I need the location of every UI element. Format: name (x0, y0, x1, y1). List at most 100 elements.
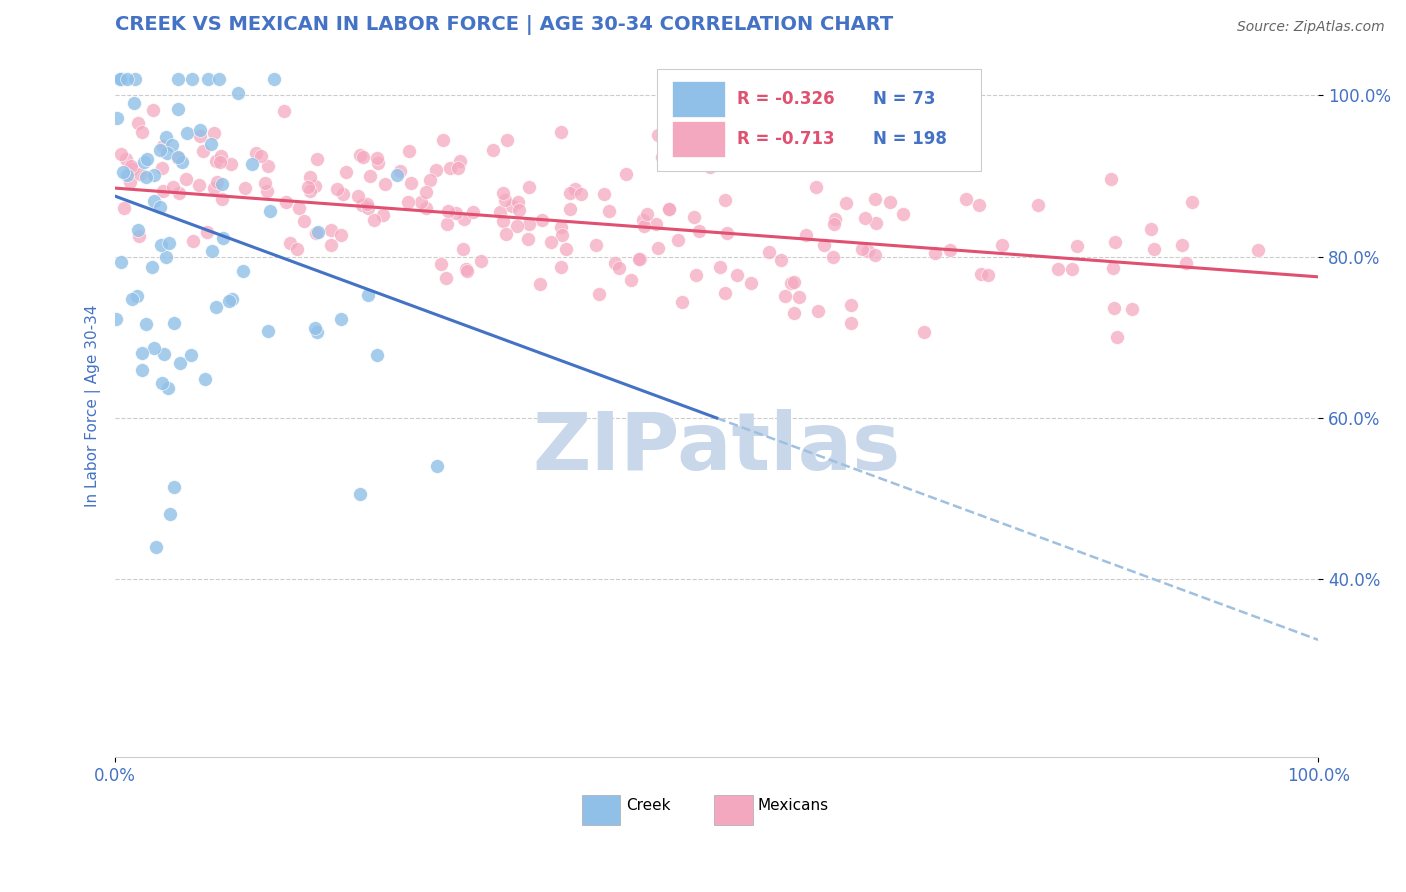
Point (388, 164, 411, 178)
Point (108, 72, 131, 87)
Point (115, 72, 138, 87)
Point (851, 242, 873, 256)
Point (456, 264, 478, 278)
Point (127, 116, 149, 130)
Point (143, 341, 166, 355)
Point (516, 232, 538, 246)
Point (835, 196, 858, 211)
Point (508, 203, 530, 218)
Point (273, 104, 295, 119)
Point (319, 237, 342, 252)
Text: R = -0.713: R = -0.713 (737, 130, 835, 148)
Point (160, 137, 183, 152)
Point (120, 175, 142, 189)
Point (506, 194, 529, 209)
Point (256, 159, 278, 173)
Point (367, 156, 389, 170)
Point (167, 151, 190, 165)
Point (120, 159, 142, 173)
Point (155, 130, 177, 145)
Point (211, 178, 233, 192)
Point (492, 214, 515, 228)
Point (856, 244, 879, 258)
Point (194, 371, 217, 385)
Point (180, 347, 202, 361)
Point (218, 293, 240, 308)
Point (111, 72, 134, 87)
Point (363, 212, 385, 227)
Point (357, 201, 380, 215)
Point (142, 194, 165, 209)
Point (232, 264, 254, 278)
Point (550, 260, 572, 275)
Text: N = 73: N = 73 (873, 90, 935, 108)
Point (824, 212, 846, 227)
Point (529, 277, 551, 291)
Point (453, 212, 475, 227)
Point (619, 273, 641, 287)
Point (256, 184, 278, 198)
Point (181, 72, 204, 87)
Point (454, 261, 477, 276)
Point (685, 268, 707, 282)
Point (495, 227, 517, 242)
Point (124, 96, 146, 111)
Point (172, 154, 194, 169)
Point (1181, 195, 1204, 210)
Point (991, 237, 1014, 252)
Point (588, 287, 610, 301)
Point (1175, 256, 1198, 270)
FancyBboxPatch shape (672, 121, 725, 158)
Point (374, 178, 396, 192)
Point (555, 242, 578, 256)
Point (159, 507, 181, 521)
Point (211, 193, 233, 207)
Point (136, 153, 159, 167)
Point (494, 193, 516, 207)
Point (519, 179, 541, 194)
Point (188, 123, 211, 137)
Point (813, 238, 835, 252)
Point (150, 376, 173, 390)
Point (212, 231, 235, 245)
Point (651, 150, 673, 164)
Point (219, 157, 242, 171)
Point (519, 217, 541, 231)
Point (357, 288, 380, 302)
Point (1139, 222, 1161, 236)
Point (1104, 235, 1126, 249)
Point (321, 222, 343, 236)
Point (1121, 301, 1143, 316)
Point (1047, 262, 1070, 277)
Point (157, 236, 180, 251)
Text: Source: ZipAtlas.com: Source: ZipAtlas.com (1237, 20, 1385, 34)
Point (350, 198, 373, 212)
Point (121, 162, 143, 177)
Point (865, 192, 887, 206)
Point (157, 380, 180, 394)
Point (506, 219, 529, 234)
Point (152, 139, 174, 153)
Point (276, 195, 298, 210)
Point (127, 289, 149, 303)
Point (250, 148, 273, 162)
Point (671, 295, 693, 310)
Point (366, 348, 388, 362)
Point (451, 242, 474, 256)
Point (1060, 262, 1083, 277)
Point (110, 147, 132, 161)
Point (434, 271, 457, 285)
Point (304, 320, 326, 334)
Point (398, 145, 420, 159)
Point (278, 236, 301, 251)
Point (647, 241, 669, 255)
Point (197, 72, 219, 87)
Point (879, 194, 901, 209)
FancyBboxPatch shape (714, 796, 752, 825)
Point (482, 143, 505, 157)
Point (200, 136, 222, 151)
Point (187, 178, 209, 192)
Point (912, 325, 935, 339)
Point (326, 182, 349, 196)
Point (628, 252, 651, 266)
